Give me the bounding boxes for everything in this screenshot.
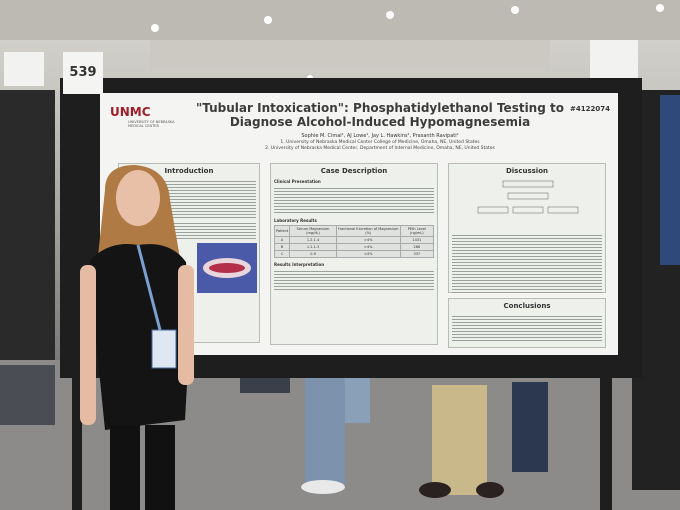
- table-row: Patient Serum Magnesium (mg/dL) Fractional…: [273, 225, 435, 237]
- subheading: Clinical Presentation: [274, 179, 321, 184]
- logo: UNMC: [110, 105, 151, 119]
- subheading: Results Interpretation: [274, 262, 325, 267]
- figure: [197, 243, 257, 293]
- case-description-panel: Case Description Clinical Presentation L…: [270, 163, 438, 345]
- lab-table: Patient Serum Magnesium (mg/dL) Fractional…: [273, 225, 435, 258]
- table-cell: 337: [399, 250, 435, 258]
- section-heading: Case Description: [320, 167, 388, 175]
- authors: Sophie M. Cimal¹, AJ Lowe¹, Jay L. Hawki…: [301, 133, 459, 139]
- table-row: C 0.9 <4% 337: [273, 250, 435, 258]
- poster-id: #4122074: [570, 105, 610, 113]
- section-heading: Introduction: [164, 167, 214, 175]
- subheading: Laboratory Results: [274, 218, 317, 223]
- logo-subtitle: UNIVERSITY OF NEBRASKA MEDICAL CENTER: [128, 120, 175, 128]
- section-heading: Conclusions: [503, 302, 551, 310]
- table-cell: C: [273, 250, 291, 258]
- affiliation: 2. University of Nebraska Medical Center…: [265, 146, 495, 151]
- flowchart: [477, 180, 579, 214]
- discussion-panel: Discussion: [448, 163, 606, 293]
- booth-number: 539: [63, 52, 103, 94]
- table-row: B 1.1-1.3 >4% 286: [273, 243, 435, 251]
- conclusions-panel: Conclusions: [448, 298, 606, 348]
- poster-title: "Tubular Intoxication": Phosphatidyletha…: [196, 101, 564, 129]
- section-heading: Discussion: [505, 167, 549, 175]
- affiliation: 1. University of Nebraska Medical Center…: [280, 140, 480, 145]
